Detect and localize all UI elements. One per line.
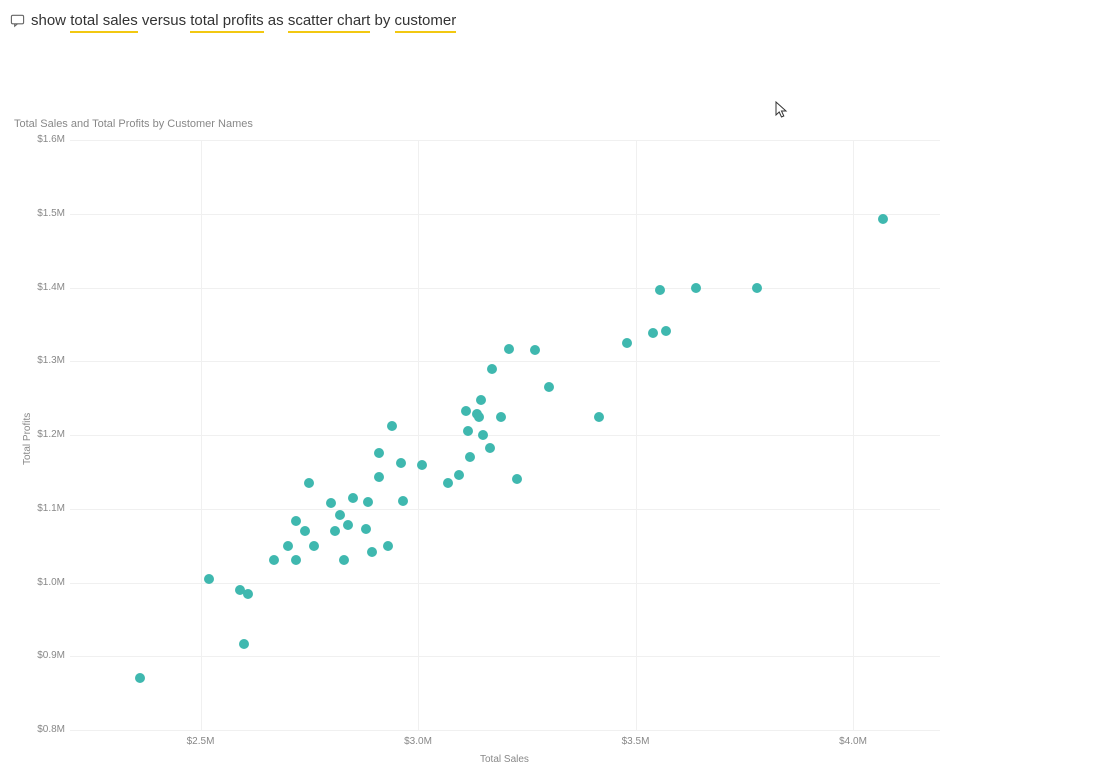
data-point[interactable]: [363, 497, 373, 507]
data-point[interactable]: [330, 526, 340, 536]
chart-title: Total Sales and Total Profits by Custome…: [14, 118, 253, 130]
nl-query-text: show total sales versus total profits as…: [31, 12, 456, 29]
data-point[interactable]: [504, 344, 514, 354]
data-point[interactable]: [544, 382, 554, 392]
query-word: by: [370, 12, 394, 29]
data-point[interactable]: [476, 395, 486, 405]
nl-query-bar[interactable]: show total sales versus total profits as…: [10, 12, 456, 29]
query-word: show: [31, 12, 70, 29]
query-highlight-total-profits[interactable]: total profits: [190, 12, 263, 33]
data-point[interactable]: [530, 345, 540, 355]
x-tick-label: $3.0M: [404, 736, 432, 747]
data-point[interactable]: [512, 474, 522, 484]
y-tick-label: $1.6M: [15, 134, 65, 145]
data-point[interactable]: [269, 555, 279, 565]
data-point[interactable]: [691, 283, 701, 293]
data-point[interactable]: [361, 524, 371, 534]
chat-icon: [10, 13, 25, 28]
y-tick-label: $1.1M: [15, 503, 65, 514]
data-point[interactable]: [465, 452, 475, 462]
y-tick-label: $1.0M: [15, 577, 65, 588]
data-point[interactable]: [594, 412, 604, 422]
data-point[interactable]: [243, 589, 253, 599]
y-tick-label: $1.4M: [15, 282, 65, 293]
data-point[interactable]: [752, 283, 762, 293]
y-axis-label: Total Profits: [22, 413, 33, 465]
query-word: versus: [138, 12, 191, 29]
data-point[interactable]: [135, 673, 145, 683]
data-point[interactable]: [339, 555, 349, 565]
gridline-vertical: [418, 140, 419, 730]
data-point[interactable]: [291, 555, 301, 565]
data-point[interactable]: [396, 458, 406, 468]
data-point[interactable]: [239, 639, 249, 649]
data-point[interactable]: [417, 460, 427, 470]
data-point[interactable]: [454, 470, 464, 480]
data-point[interactable]: [655, 285, 665, 295]
data-point[interactable]: [474, 412, 484, 422]
data-point[interactable]: [478, 430, 488, 440]
data-point[interactable]: [374, 448, 384, 458]
gridline-horizontal: [70, 730, 940, 731]
cursor-icon: [775, 101, 791, 119]
x-tick-label: $2.5M: [187, 736, 215, 747]
gridline-vertical: [636, 140, 637, 730]
x-axis-label: Total Sales: [480, 754, 529, 765]
query-word: as: [264, 12, 288, 29]
plot-area[interactable]: [70, 140, 940, 730]
data-point[interactable]: [648, 328, 658, 338]
y-tick-label: $1.5M: [15, 208, 65, 219]
data-point[interactable]: [304, 478, 314, 488]
data-point[interactable]: [204, 574, 214, 584]
data-point[interactable]: [487, 364, 497, 374]
data-point[interactable]: [367, 547, 377, 557]
data-point[interactable]: [463, 426, 473, 436]
data-point[interactable]: [309, 541, 319, 551]
data-point[interactable]: [283, 541, 293, 551]
data-point[interactable]: [374, 472, 384, 482]
data-point[interactable]: [661, 326, 671, 336]
data-point[interactable]: [343, 520, 353, 530]
data-point[interactable]: [485, 443, 495, 453]
data-point[interactable]: [387, 421, 397, 431]
data-point[interactable]: [326, 498, 336, 508]
data-point[interactable]: [622, 338, 632, 348]
query-highlight-scatter-chart[interactable]: scatter chart: [288, 12, 371, 33]
data-point[interactable]: [398, 496, 408, 506]
data-point[interactable]: [878, 214, 888, 224]
data-point[interactable]: [335, 510, 345, 520]
gridline-vertical: [853, 140, 854, 730]
y-tick-label: $0.8M: [15, 724, 65, 735]
query-highlight-customer[interactable]: customer: [395, 12, 457, 33]
data-point[interactable]: [461, 406, 471, 416]
query-highlight-total-sales[interactable]: total sales: [70, 12, 138, 33]
data-point[interactable]: [291, 516, 301, 526]
data-point[interactable]: [300, 526, 310, 536]
x-tick-label: $3.5M: [622, 736, 650, 747]
data-point[interactable]: [348, 493, 358, 503]
y-tick-label: $1.3M: [15, 355, 65, 366]
scatter-chart[interactable]: $0.8M$0.9M$1.0M$1.1M$1.2M$1.3M$1.4M$1.5M…: [0, 130, 1100, 770]
data-point[interactable]: [383, 541, 393, 551]
data-point[interactable]: [496, 412, 506, 422]
data-point[interactable]: [443, 478, 453, 488]
y-tick-label: $0.9M: [15, 650, 65, 661]
x-tick-label: $4.0M: [839, 736, 867, 747]
gridline-vertical: [201, 140, 202, 730]
